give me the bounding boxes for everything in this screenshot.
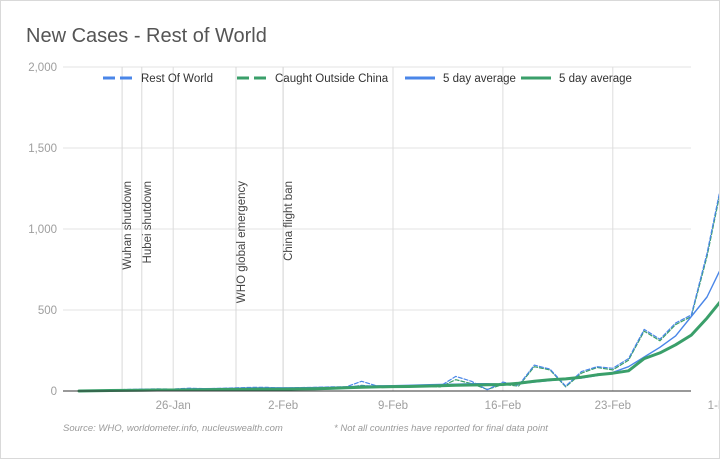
x-tick-label: 26-Jan	[156, 400, 191, 412]
y-tick-label: 2,000	[28, 62, 57, 74]
footnote: * Not all countries have reported for fi…	[334, 423, 548, 434]
series-line-4	[77, 299, 720, 393]
series-line-1	[78, 187, 720, 392]
axes: 0 500 1,000 1,500 2,000 26-Jan 2-Feb 9-Feb 16-Fe…	[28, 62, 720, 412]
x-tick-label: 16-Feb	[485, 400, 521, 412]
y-tick-label: 1,500	[28, 143, 57, 155]
source-note: Source: WHO, worldometer.info, nucleuswe…	[63, 423, 283, 434]
x-tick-label: 23-Feb	[595, 400, 631, 412]
x-tick-label: 9-Feb	[378, 400, 408, 412]
event-markers: Wuhan shutdown Hubei shutdown WHO global e…	[121, 67, 295, 391]
series-line-3	[78, 268, 720, 392]
series-line-2	[78, 190, 720, 392]
y-tick-label: 1,000	[28, 224, 57, 236]
legend-label-4: 5 day average	[559, 73, 632, 85]
x-tick-label: 2-Feb	[268, 400, 298, 412]
y-tick-label: 500	[38, 305, 57, 317]
legend: Rest Of World Caught Outside China 5 day a…	[103, 73, 632, 85]
chart-title: New Cases - Rest of World	[26, 25, 267, 47]
legend-label-1: Rest Of World	[141, 73, 213, 85]
legend-label-3: 5 day average	[443, 73, 516, 85]
event-marker-label: WHO global emergency	[236, 181, 248, 303]
series-layer	[77, 187, 720, 393]
event-marker-label: Wuhan shutdown	[122, 181, 134, 270]
legend-label-2: Caught Outside China	[275, 73, 389, 85]
event-marker-label: China flight ban	[283, 181, 295, 261]
grid	[63, 66, 691, 391]
y-tick-label: 0	[51, 386, 57, 398]
event-marker-label: Hubei shutdown	[142, 181, 154, 263]
x-tick-label: 1-Mar	[708, 400, 719, 412]
